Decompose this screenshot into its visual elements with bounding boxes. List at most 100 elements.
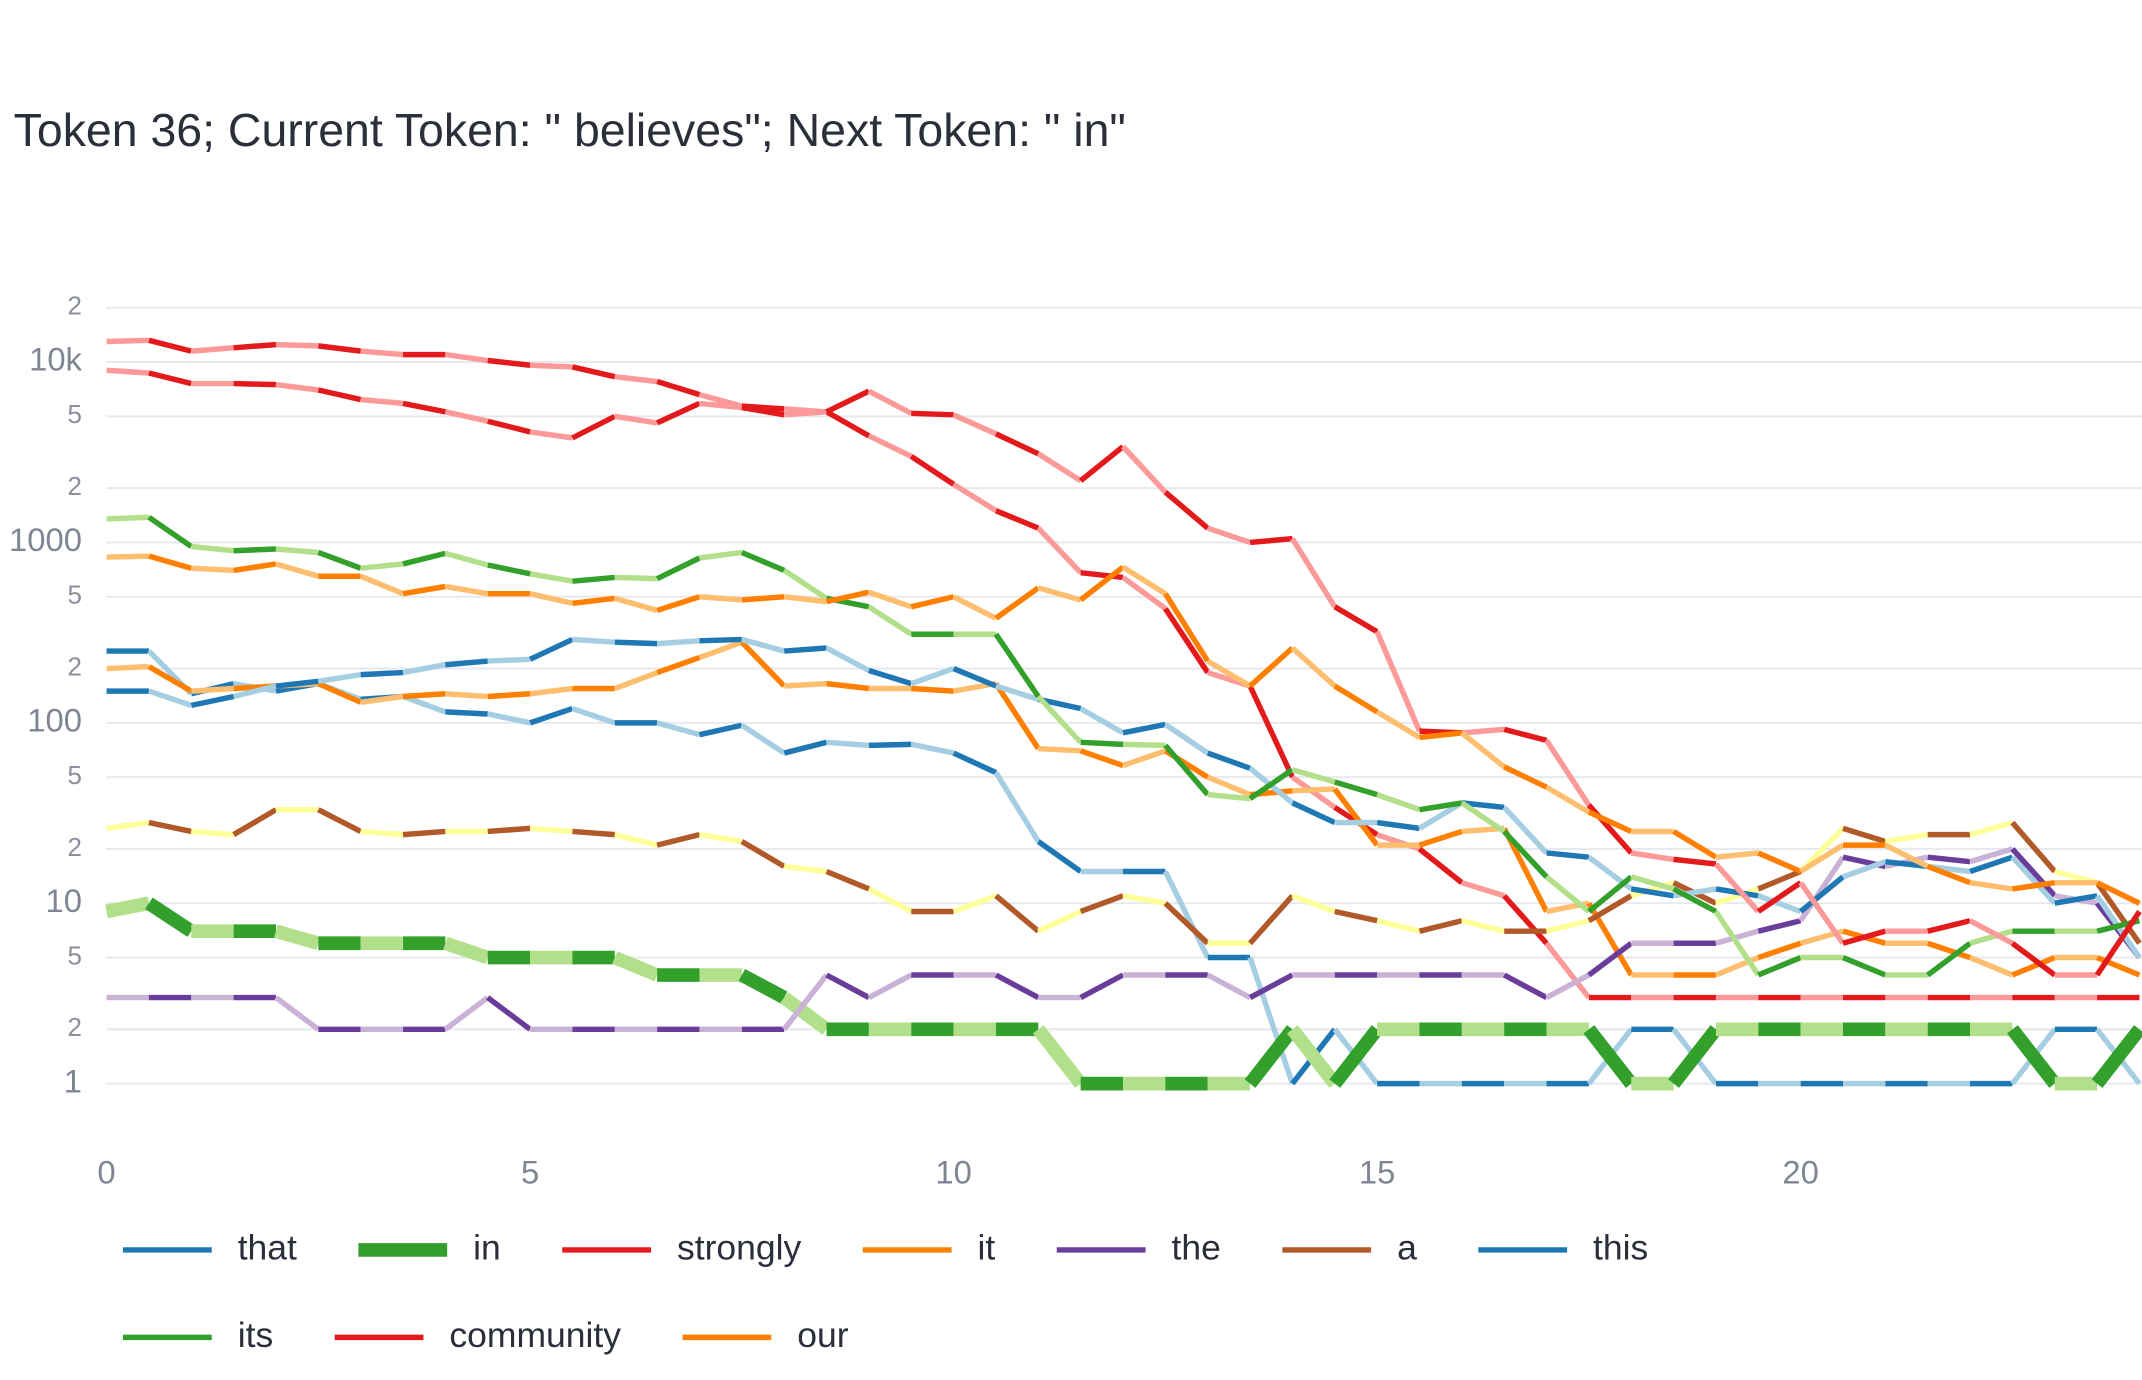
legend-item[interactable]: strongly — [562, 1227, 802, 1267]
legend-item[interactable]: its — [122, 1315, 273, 1355]
line-segment — [825, 388, 871, 415]
line-segment — [699, 549, 743, 561]
line-segment — [2010, 820, 2057, 874]
legend-label: a — [1397, 1227, 1417, 1267]
series-line — [106, 846, 2142, 1033]
line-segment — [572, 574, 616, 584]
line-segment — [1291, 893, 1336, 915]
line-segment — [1244, 1025, 1298, 1088]
legend-item[interactable]: the — [1056, 1227, 1221, 1267]
line-segment — [952, 412, 998, 437]
line-segment — [1121, 444, 1168, 495]
line-segment — [359, 573, 405, 597]
line-segment — [317, 387, 362, 403]
line-segment — [105, 896, 151, 919]
line-segment — [275, 561, 320, 579]
line-segment — [1292, 786, 1335, 794]
line-segment — [825, 972, 871, 1000]
line-segment — [1630, 874, 1675, 892]
line-segment — [868, 667, 913, 687]
legend-item[interactable]: that — [122, 1227, 297, 1267]
line-segment — [317, 681, 362, 705]
line-segment — [1163, 722, 1210, 756]
y-tick-label: 10k — [29, 341, 82, 378]
line-segment — [1419, 800, 1463, 813]
line-segment — [275, 678, 319, 689]
line-segment — [699, 831, 743, 845]
line-segment — [740, 722, 786, 756]
line-segment — [317, 343, 362, 354]
line-segment — [1375, 709, 1421, 740]
line-segment — [445, 709, 488, 717]
line-segment — [528, 636, 574, 662]
legend-item[interactable]: in — [358, 1227, 501, 1267]
legend-item[interactable]: it — [862, 1227, 996, 1267]
line-segment — [1122, 721, 1166, 736]
line-segment — [1419, 730, 1463, 741]
line-segment — [1333, 779, 1378, 798]
line-segment — [444, 550, 489, 568]
line-segment — [1332, 787, 1380, 847]
line-segment — [952, 893, 997, 915]
line-segment — [1206, 774, 1252, 798]
line-segment — [1162, 870, 1211, 959]
line-segment — [1122, 748, 1167, 769]
line-segment — [274, 995, 320, 1032]
line-segment — [1078, 444, 1125, 483]
line-segment — [1757, 955, 1802, 978]
line-segment — [1206, 525, 1251, 546]
line-segment — [572, 595, 616, 607]
line-segment — [2054, 893, 2098, 906]
line-segment — [1037, 585, 1082, 603]
line-segment — [952, 482, 998, 514]
line-segment — [1799, 842, 1845, 874]
y-tick-label: 5 — [68, 762, 82, 790]
line-segment — [868, 741, 912, 749]
legend-item[interactable]: this — [1478, 1227, 1648, 1267]
line-segment — [1079, 748, 1124, 769]
line-segment — [2010, 847, 2057, 898]
legend-item[interactable]: a — [1282, 1227, 1417, 1267]
line-segment — [1206, 658, 1252, 689]
line-segment — [614, 373, 658, 385]
line-segment — [1248, 972, 1294, 1000]
line-segment — [1798, 881, 1846, 945]
line-segment — [952, 750, 998, 776]
series-line — [106, 514, 2141, 978]
line-segment — [2007, 1025, 2061, 1088]
series-line — [106, 806, 2142, 946]
line-segment — [190, 693, 235, 709]
line-segment — [1884, 842, 1929, 869]
line-segment — [275, 381, 319, 393]
line-segment — [1926, 941, 1972, 978]
line-segment — [1842, 825, 1887, 845]
line-segment — [1291, 800, 1336, 826]
line-segment — [571, 364, 616, 380]
line-segment — [402, 662, 446, 676]
line-segment — [1587, 941, 1633, 978]
line-segment — [1163, 743, 1210, 797]
line-segment — [910, 594, 955, 610]
line-segment — [571, 705, 616, 726]
legend-item[interactable]: our — [682, 1315, 849, 1355]
line-segment — [106, 819, 150, 832]
line-segment — [1374, 630, 1422, 733]
line-segment — [1583, 1025, 1637, 1088]
line-segment — [571, 413, 617, 441]
line-segment — [867, 604, 913, 637]
plot-lines — [105, 337, 2142, 1091]
line-segment — [1756, 880, 1803, 914]
legend-item[interactable]: community — [334, 1315, 622, 1355]
line-segment — [2011, 955, 2056, 978]
line-segment — [1080, 739, 1124, 748]
line-segment — [1036, 839, 1083, 874]
series-line — [106, 636, 2142, 960]
line-segment — [402, 691, 446, 700]
chart-title: Token 36; Current Token: " believes"; Ne… — [14, 104, 1126, 156]
line-segment — [443, 995, 490, 1032]
legend-label: our — [797, 1315, 848, 1355]
line-segment — [1461, 880, 1505, 899]
line-segment — [656, 638, 700, 647]
line-segment — [2091, 1025, 2142, 1088]
